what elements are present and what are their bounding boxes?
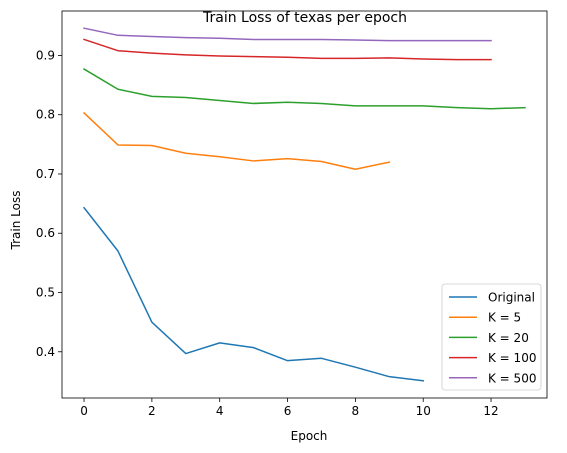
x-tick-label: 4 — [216, 404, 224, 418]
series-line-original — [82, 206, 425, 382]
legend-label-k-20: K = 20 — [488, 331, 529, 345]
x-axis-ticks: 0 2 4 6 8 10 12 — [80, 398, 499, 418]
legend-label-k-5: K = 5 — [488, 311, 521, 325]
y-tick-label: 0.6 — [36, 226, 55, 240]
y-tick-label: 0.8 — [36, 108, 55, 122]
y-tick-label: 0.9 — [36, 48, 55, 62]
series-line-k-100 — [83, 38, 492, 61]
y-tick-label: 0.7 — [36, 167, 55, 181]
x-tick-label: 2 — [148, 404, 156, 418]
x-tick-label: 10 — [416, 404, 431, 418]
y-axis-label: Train Loss — [9, 191, 23, 251]
x-tick-label: 6 — [284, 404, 292, 418]
chart-title: Train Loss of texas per epoch — [202, 10, 407, 26]
legend-label-k-100: K = 100 — [488, 351, 536, 365]
series-line-k-20 — [83, 68, 526, 110]
y-axis-ticks: 0.4 0.5 0.6 0.7 0.8 0.9 — [36, 48, 62, 359]
legend-label-k-500: K = 500 — [488, 371, 536, 385]
plot-frame — [61, 10, 548, 399]
legend-label-original: Original — [488, 291, 535, 305]
series-line-k-5 — [82, 111, 391, 170]
x-tick-label: 12 — [483, 404, 498, 418]
y-tick-label: 0.4 — [36, 345, 55, 359]
legend: Original K = 5 K = 20 K = 100 K = 500 — [441, 283, 542, 391]
x-tick-label: 0 — [80, 404, 88, 418]
legend-box — [441, 283, 542, 391]
series-line-k-500 — [83, 27, 492, 42]
x-axis-label: Epoch — [291, 429, 328, 443]
y-tick-label: 0.5 — [36, 286, 55, 300]
x-tick-label: 8 — [352, 404, 360, 418]
plot-lines — [82, 27, 526, 382]
